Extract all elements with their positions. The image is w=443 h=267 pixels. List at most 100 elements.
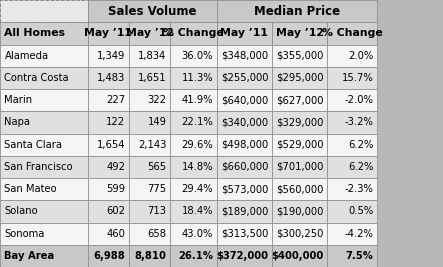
Text: 227: 227 — [106, 95, 125, 105]
Bar — [88, 156, 129, 178]
Bar — [129, 89, 170, 111]
Bar — [170, 45, 217, 67]
Text: May ’11: May ’11 — [220, 28, 268, 38]
Bar — [272, 178, 327, 200]
Text: 6,988: 6,988 — [93, 251, 125, 261]
Text: $372,000: $372,000 — [217, 251, 268, 261]
Text: $340,000: $340,000 — [222, 117, 268, 127]
Text: $313,500: $313,500 — [221, 229, 268, 239]
Bar — [170, 178, 217, 200]
Bar — [327, 67, 377, 89]
Text: 565: 565 — [148, 162, 167, 172]
Bar — [327, 134, 377, 156]
Bar — [88, 45, 129, 67]
Bar — [217, 45, 272, 67]
Bar — [0, 245, 88, 267]
Bar — [129, 22, 170, 45]
Text: % Change: % Change — [163, 28, 224, 38]
Text: Sales Volume: Sales Volume — [108, 5, 196, 18]
Bar — [327, 200, 377, 222]
Text: -2.3%: -2.3% — [345, 184, 373, 194]
Text: $189,000: $189,000 — [221, 206, 268, 216]
Text: 6.2%: 6.2% — [348, 140, 373, 150]
Bar — [0, 222, 88, 245]
Text: $701,000: $701,000 — [276, 162, 324, 172]
Text: 14.8%: 14.8% — [182, 162, 213, 172]
Text: 658: 658 — [148, 229, 167, 239]
Text: $348,000: $348,000 — [222, 51, 268, 61]
Text: All Homes: All Homes — [4, 28, 66, 38]
Bar — [327, 89, 377, 111]
Text: May ’12: May ’12 — [276, 28, 324, 38]
Bar — [0, 178, 88, 200]
Bar — [217, 67, 272, 89]
Bar — [0, 134, 88, 156]
Bar — [217, 89, 272, 111]
Text: 1,349: 1,349 — [97, 51, 125, 61]
Bar — [272, 134, 327, 156]
Bar — [272, 200, 327, 222]
Bar — [88, 89, 129, 111]
Text: 460: 460 — [106, 229, 125, 239]
Text: 7.5%: 7.5% — [346, 251, 373, 261]
Text: Marin: Marin — [4, 95, 32, 105]
Text: May ’12: May ’12 — [125, 28, 174, 38]
Text: 149: 149 — [148, 117, 167, 127]
Text: 8,810: 8,810 — [135, 251, 167, 261]
Text: $329,000: $329,000 — [276, 117, 324, 127]
Bar — [129, 111, 170, 134]
Text: 15.7%: 15.7% — [342, 73, 373, 83]
Bar — [217, 111, 272, 134]
Text: 29.6%: 29.6% — [181, 140, 213, 150]
Bar — [217, 22, 272, 45]
Text: Bay Area: Bay Area — [4, 251, 54, 261]
Bar — [0, 45, 88, 67]
Bar — [170, 245, 217, 267]
Text: 11.3%: 11.3% — [182, 73, 213, 83]
Text: 18.4%: 18.4% — [182, 206, 213, 216]
Bar — [217, 200, 272, 222]
Text: 22.1%: 22.1% — [181, 117, 213, 127]
Bar — [88, 67, 129, 89]
Text: 1,654: 1,654 — [97, 140, 125, 150]
Bar — [88, 245, 129, 267]
Text: $573,000: $573,000 — [221, 184, 268, 194]
Bar — [170, 111, 217, 134]
Bar — [170, 222, 217, 245]
Text: 492: 492 — [106, 162, 125, 172]
Text: -2.0%: -2.0% — [345, 95, 373, 105]
Bar — [217, 178, 272, 200]
Bar — [88, 0, 217, 22]
Text: 2,143: 2,143 — [138, 140, 167, 150]
Text: 41.9%: 41.9% — [182, 95, 213, 105]
Text: $529,000: $529,000 — [276, 140, 324, 150]
Text: $255,000: $255,000 — [221, 73, 268, 83]
Text: % Change: % Change — [322, 28, 383, 38]
Text: 122: 122 — [106, 117, 125, 127]
Bar — [170, 156, 217, 178]
Bar — [129, 134, 170, 156]
Text: -4.2%: -4.2% — [345, 229, 373, 239]
Bar — [0, 111, 88, 134]
Bar — [272, 67, 327, 89]
Bar — [217, 0, 377, 22]
Text: 1,834: 1,834 — [138, 51, 167, 61]
Text: $560,000: $560,000 — [276, 184, 324, 194]
Bar — [170, 89, 217, 111]
Bar — [272, 156, 327, 178]
Text: $498,000: $498,000 — [221, 140, 268, 150]
Text: Sonoma: Sonoma — [4, 229, 45, 239]
Bar — [327, 178, 377, 200]
Text: Napa: Napa — [4, 117, 31, 127]
Bar — [272, 111, 327, 134]
Text: 713: 713 — [148, 206, 167, 216]
Bar — [129, 200, 170, 222]
Bar — [129, 245, 170, 267]
Text: 775: 775 — [148, 184, 167, 194]
Bar — [327, 222, 377, 245]
Text: $190,000: $190,000 — [276, 206, 324, 216]
Text: Median Price: Median Price — [254, 5, 340, 18]
Bar — [88, 222, 129, 245]
Text: 2.0%: 2.0% — [348, 51, 373, 61]
Bar — [0, 67, 88, 89]
